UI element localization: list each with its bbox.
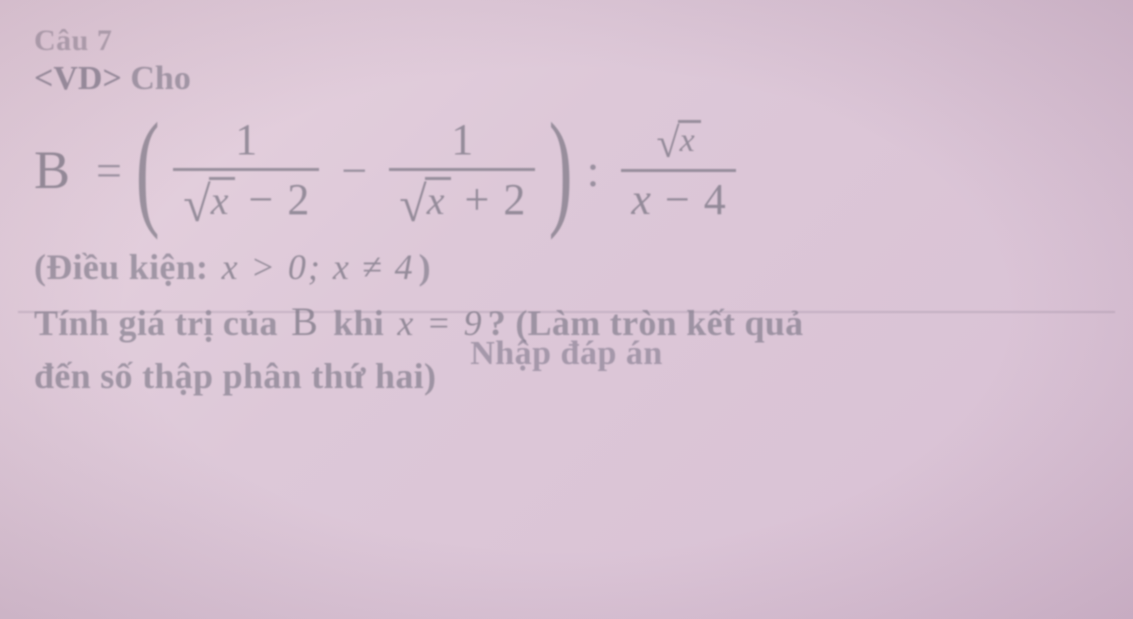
radical-icon: √ bbox=[183, 184, 210, 224]
right-paren: ) bbox=[549, 121, 573, 219]
answer-placeholder: Nhập đáp án bbox=[470, 335, 663, 373]
condition-line: (Điều kiện: x > 0; x ≠ 4) bbox=[34, 246, 1099, 288]
frac3-op: − bbox=[665, 178, 690, 222]
sqrt-icon: √ x bbox=[399, 177, 450, 222]
sqrt-icon: √ x bbox=[657, 120, 701, 159]
frac2-den: √ x + 2 bbox=[389, 175, 535, 224]
answer-input[interactable]: Nhập đáp án bbox=[0, 311, 1133, 397]
sqrt-icon: √ x bbox=[183, 177, 234, 222]
divider bbox=[18, 311, 1115, 313]
condition-open: (Điều kiện: bbox=[34, 247, 208, 287]
frac3-const: 4 bbox=[704, 178, 726, 222]
frac2-const: 2 bbox=[503, 178, 525, 222]
vd-header: <VD> Cho bbox=[34, 60, 1099, 98]
cho-label: Cho bbox=[130, 60, 190, 97]
question-number: Câu 7 bbox=[34, 24, 1099, 58]
frac2-op: + bbox=[465, 178, 490, 222]
frac1-den: √ x − 2 bbox=[173, 175, 319, 224]
condition-expr: x > 0; x ≠ 4 bbox=[222, 247, 415, 287]
frac3-var: x bbox=[631, 178, 651, 222]
fraction-3: √ x x − 4 bbox=[621, 117, 735, 224]
frac2-num: 1 bbox=[441, 116, 483, 164]
fraction-1: 1 √ x − 2 bbox=[173, 116, 319, 224]
frac1-const: 2 bbox=[287, 178, 309, 222]
frac1-op: − bbox=[249, 178, 274, 222]
frac3-den: x − 4 bbox=[621, 176, 735, 224]
eq-minus: − bbox=[341, 144, 367, 197]
vd-tag: <VD> bbox=[34, 60, 122, 97]
equation: B = ( 1 √ x − 2 − 1 bbox=[34, 116, 1099, 224]
frac1-num: 1 bbox=[225, 116, 267, 164]
eq-divide: : bbox=[587, 144, 600, 197]
frac2-bar bbox=[389, 168, 535, 171]
frac3-bar bbox=[621, 169, 735, 172]
left-paren: ( bbox=[136, 121, 160, 219]
radical-icon: √ bbox=[399, 184, 426, 224]
condition-close: ) bbox=[419, 247, 431, 287]
fraction-2: 1 √ x + 2 bbox=[389, 116, 535, 224]
frac3-num: √ x bbox=[647, 117, 711, 165]
frac1-radicand: x bbox=[209, 177, 235, 222]
radical-icon: √ bbox=[657, 128, 680, 162]
eq-lhs: B bbox=[34, 139, 70, 201]
frac1-bar bbox=[173, 168, 319, 171]
frac3-radicand: x bbox=[678, 120, 701, 159]
frac2-radicand: x bbox=[425, 177, 451, 222]
eq-equals: = bbox=[96, 144, 122, 197]
